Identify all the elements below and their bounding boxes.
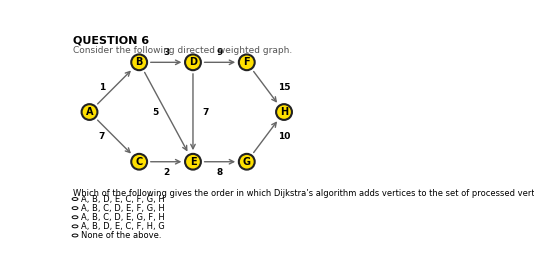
Ellipse shape — [131, 54, 147, 70]
Text: Consider the following directed weighted graph.: Consider the following directed weighted… — [73, 46, 292, 55]
Text: A, B, C, D, E, F, G, H: A, B, C, D, E, F, G, H — [81, 204, 165, 213]
Ellipse shape — [276, 104, 292, 120]
Text: A, B, C, D, E, G, F, H: A, B, C, D, E, G, F, H — [81, 213, 165, 222]
Text: 7: 7 — [99, 132, 105, 141]
Text: A, B, D, E, C, F, H, G: A, B, D, E, C, F, H, G — [81, 222, 165, 231]
Text: D: D — [189, 57, 197, 67]
Text: None of the above.: None of the above. — [81, 231, 162, 240]
Circle shape — [72, 225, 78, 228]
Ellipse shape — [239, 154, 255, 170]
Text: G: G — [243, 157, 251, 167]
Circle shape — [72, 216, 78, 219]
Text: QUESTION 6: QUESTION 6 — [73, 36, 149, 45]
Ellipse shape — [131, 154, 147, 170]
Text: 2: 2 — [163, 168, 169, 176]
Text: 10: 10 — [278, 132, 290, 141]
Circle shape — [72, 207, 78, 210]
Ellipse shape — [185, 54, 201, 70]
Text: A, B, D, E, C, F, G, H: A, B, D, E, C, F, G, H — [81, 194, 165, 204]
Text: 3: 3 — [163, 48, 169, 57]
Text: B: B — [136, 57, 143, 67]
Text: 8: 8 — [217, 168, 223, 176]
Text: 7: 7 — [202, 108, 209, 116]
Text: C: C — [136, 157, 143, 167]
Circle shape — [72, 234, 78, 237]
Text: Which of the following gives the order in which Dijkstra’s algorithm adds vertic: Which of the following gives the order i… — [73, 189, 534, 198]
Text: E: E — [190, 157, 197, 167]
Text: A: A — [86, 107, 93, 117]
Ellipse shape — [239, 54, 255, 70]
Circle shape — [72, 197, 78, 200]
Text: F: F — [244, 57, 250, 67]
Ellipse shape — [82, 104, 97, 120]
Text: H: H — [280, 107, 288, 117]
Text: 1: 1 — [99, 83, 105, 92]
Ellipse shape — [185, 154, 201, 170]
Text: 5: 5 — [153, 108, 159, 116]
Text: 15: 15 — [278, 83, 290, 92]
Text: 9: 9 — [217, 48, 223, 57]
